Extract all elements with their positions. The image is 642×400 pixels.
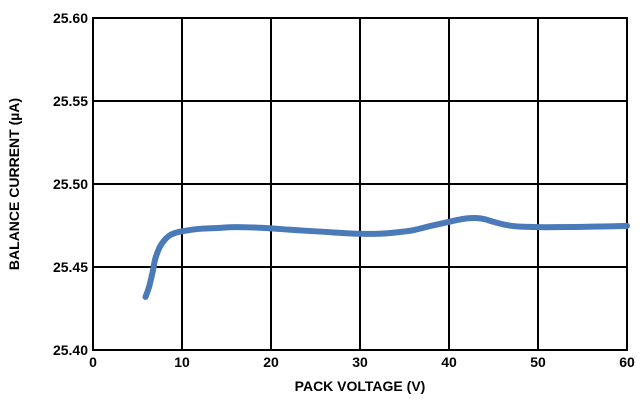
y-tick-label: 25.40 [53,342,88,358]
y-axis-title: BALANCE CURRENT (µA) [6,98,22,270]
y-tick-label: 25.45 [53,259,88,275]
x-tick-label: 0 [89,354,97,370]
x-tick-label: 50 [530,354,546,370]
x-tick-label: 60 [619,354,635,370]
y-tick-label: 25.50 [53,176,88,192]
x-tick-label: 30 [352,354,368,370]
y-tick-label: 25.55 [53,93,88,109]
series-line [142,214,630,300]
plot-area-frame [92,17,628,351]
grid-lines [93,18,627,350]
y-axis-tick-labels: 25.40 25.45 25.50 25.55 25.60 [53,10,88,358]
y-tick-label: 25.60 [53,10,88,26]
x-tick-label: 10 [174,354,190,370]
x-axis-title: PACK VOLTAGE (V) [295,378,426,394]
x-tick-label: 20 [263,354,279,370]
x-tick-label: 40 [441,354,457,370]
x-axis-tick-labels: 0 10 20 30 40 50 60 [89,354,635,370]
